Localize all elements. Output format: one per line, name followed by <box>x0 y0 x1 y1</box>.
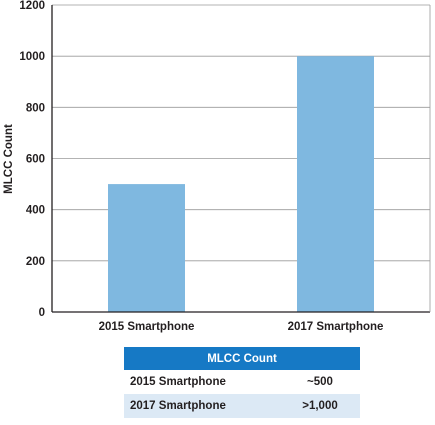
table-header: MLCC Count <box>124 347 360 370</box>
y-tick-label: 200 <box>26 256 45 268</box>
y-tick-label: 1000 <box>19 51 45 63</box>
bar <box>297 56 374 312</box>
axes <box>51 5 431 313</box>
x-tick-label: 2017 Smartphone <box>288 321 384 333</box>
y-tick-labels: 0 200 400 600 800 1000 1200 <box>19 0 45 319</box>
summary-table: MLCC Count 2015 Smartphone ~500 2017 Sma… <box>124 347 360 418</box>
table-row-value: >1,000 <box>280 394 360 418</box>
table-row-label: 2015 Smartphone <box>124 370 280 394</box>
table-header-row: MLCC Count <box>124 347 360 370</box>
y-tick-label: 1200 <box>19 0 45 12</box>
bars <box>108 56 374 312</box>
table-row: 2015 Smartphone ~500 <box>124 370 360 394</box>
bar <box>108 184 185 312</box>
y-axis-title: MLCC Count <box>3 124 15 194</box>
y-tick-label: 0 <box>39 307 45 319</box>
x-tick-labels: 2015 Smartphone 2017 Smartphone <box>99 321 384 333</box>
y-tick-label: 600 <box>26 154 45 166</box>
table-row: 2017 Smartphone >1,000 <box>124 394 360 418</box>
x-tick-label: 2015 Smartphone <box>99 321 195 333</box>
table-row-value: ~500 <box>280 370 360 394</box>
table-row-label: 2017 Smartphone <box>124 394 280 418</box>
y-tick-label: 400 <box>26 205 45 217</box>
y-tick-label: 800 <box>26 102 45 114</box>
